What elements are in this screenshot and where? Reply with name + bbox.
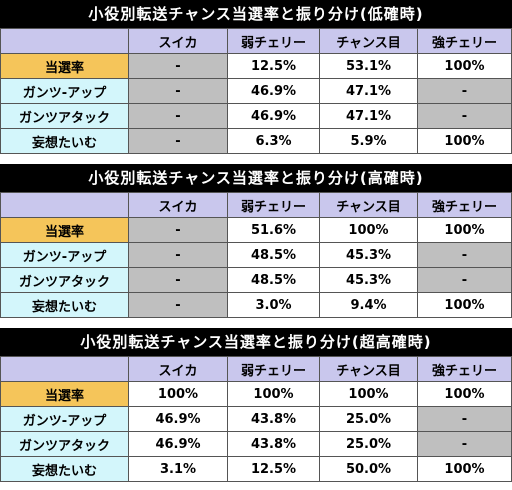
row-label: 妄想たいむ: [0, 292, 129, 318]
column-header: チャンス目: [319, 192, 418, 218]
table-cell: 100%: [319, 381, 418, 407]
table-row: ガンツアタック -48.5% 45.3% -: [0, 267, 512, 293]
table-row: 当選率 100% 100% 100% 100%: [0, 381, 512, 407]
table-cell: 51.6%: [227, 217, 320, 243]
row-label: 当選率: [0, 217, 129, 243]
table-cell: 12.5%: [227, 53, 320, 79]
table-cell: 100%: [417, 53, 512, 79]
row-label: 当選率: [0, 381, 129, 407]
table-cell: -: [417, 242, 512, 268]
rate-table: スイカ 弱チェリー チャンス目 強チェリー 当選率 -12.5% 53.1% 100% ガンツ-…: [0, 28, 512, 154]
row-label: ガンツ-アップ: [0, 242, 129, 268]
table-cell: -: [128, 78, 228, 104]
row-label: ガンツ-アップ: [0, 78, 129, 104]
header-row: スイカ 弱チェリー チャンス目 強チェリー: [0, 356, 512, 382]
row-label: 当選率: [0, 53, 129, 79]
column-header: 弱チェリー: [227, 356, 320, 382]
table-cell: 100%: [319, 217, 418, 243]
column-header: 強チェリー: [417, 28, 512, 54]
table-cell: -: [128, 217, 228, 243]
column-header: チャンス目: [319, 356, 418, 382]
table-row: ガンツ-アップ 46.9% 43.8% 25.0% -: [0, 406, 512, 432]
table-cell: 47.1%: [319, 78, 418, 104]
table-cell: 25.0%: [319, 431, 418, 457]
table-row: 妄想たいむ -3.0% 9.4% 100%: [0, 292, 512, 318]
table-block-super-high: 小役別転送チャンス当選率と振り分け(超高確時) スイカ 弱チェリー チャンス目 強チェリ…: [0, 328, 512, 482]
table-title: 小役別転送チャンス当選率と振り分け(超高確時): [0, 328, 512, 356]
column-header: スイカ: [128, 356, 228, 382]
table-cell: 47.1%: [319, 103, 418, 129]
table-cell: 100%: [417, 217, 512, 243]
header-row: スイカ 弱チェリー チャンス目 強チェリー: [0, 28, 512, 54]
table-row: 当選率 -12.5% 53.1% 100%: [0, 53, 512, 79]
table-cell: 5.9%: [319, 128, 418, 154]
table-block-high: 小役別転送チャンス当選率と振り分け(高確時) スイカ 弱チェリー チャンス目 強チェリー…: [0, 164, 512, 318]
table-title: 小役別転送チャンス当選率と振り分け(低確時): [0, 0, 512, 28]
table-cell: 45.3%: [319, 242, 418, 268]
table-cell: 48.5%: [227, 267, 320, 293]
table-cell: 3.0%: [227, 292, 320, 318]
table-cell: 46.9%: [128, 431, 228, 457]
row-label: ガンツアタック: [0, 431, 129, 457]
table-cell: 3.1%: [128, 456, 228, 482]
row-label: 妄想たいむ: [0, 456, 129, 482]
column-header: スイカ: [128, 192, 228, 218]
column-header: 強チェリー: [417, 356, 512, 382]
table-row: 妄想たいむ 3.1% 12.5% 50.0% 100%: [0, 456, 512, 482]
table-cell: 100%: [417, 128, 512, 154]
table-cell: 43.8%: [227, 406, 320, 432]
table-cell: -: [128, 267, 228, 293]
table-cell: -: [417, 103, 512, 129]
row-label: ガンツアタック: [0, 103, 129, 129]
rate-table: スイカ 弱チェリー チャンス目 強チェリー 当選率 100% 100% 100% 100% ガンツ…: [0, 356, 512, 482]
table-cell: -: [128, 103, 228, 129]
table-block-low: 小役別転送チャンス当選率と振り分け(低確時) スイカ 弱チェリー チャンス目 強チェリー…: [0, 0, 512, 154]
table-cell: 9.4%: [319, 292, 418, 318]
table-cell: -: [128, 242, 228, 268]
table-cell: -: [417, 406, 512, 432]
row-label: 妄想たいむ: [0, 128, 129, 154]
column-header: 強チェリー: [417, 192, 512, 218]
table-cell: -: [128, 128, 228, 154]
table-cell: -: [128, 292, 228, 318]
table-row: ガンツアタック -46.9% 47.1% -: [0, 103, 512, 129]
table-cell: 43.8%: [227, 431, 320, 457]
table-cell: 12.5%: [227, 456, 320, 482]
header-corner: [0, 192, 129, 218]
rate-table: スイカ 弱チェリー チャンス目 強チェリー 当選率 -51.6% 100% 100% ガンツ-ア…: [0, 192, 512, 318]
row-label: ガンツアタック: [0, 267, 129, 293]
header-corner: [0, 356, 129, 382]
table-title: 小役別転送チャンス当選率と振り分け(高確時): [0, 164, 512, 192]
table-cell: 100%: [417, 381, 512, 407]
table-row: 妄想たいむ -6.3% 5.9% 100%: [0, 128, 512, 154]
header-corner: [0, 28, 129, 54]
table-cell: 50.0%: [319, 456, 418, 482]
table-row: ガンツアタック 46.9% 43.8% 25.0% -: [0, 431, 512, 457]
table-cell: 46.9%: [227, 78, 320, 104]
column-header: 弱チェリー: [227, 28, 320, 54]
table-cell: -: [417, 431, 512, 457]
table-cell: 53.1%: [319, 53, 418, 79]
table-cell: 48.5%: [227, 242, 320, 268]
table-cell: 100%: [417, 292, 512, 318]
table-row: ガンツ-アップ -48.5% 45.3% -: [0, 242, 512, 268]
table-cell: 6.3%: [227, 128, 320, 154]
table-cell: 100%: [227, 381, 320, 407]
table-cell: 46.9%: [128, 406, 228, 432]
column-header: スイカ: [128, 28, 228, 54]
table-row: 当選率 -51.6% 100% 100%: [0, 217, 512, 243]
table-cell: -: [417, 78, 512, 104]
table-cell: 25.0%: [319, 406, 418, 432]
table-cell: 100%: [128, 381, 228, 407]
row-label: ガンツ-アップ: [0, 406, 129, 432]
table-cell: 46.9%: [227, 103, 320, 129]
column-header: 弱チェリー: [227, 192, 320, 218]
table-cell: -: [128, 53, 228, 79]
table-row: ガンツ-アップ -46.9% 47.1% -: [0, 78, 512, 104]
table-cell: -: [417, 267, 512, 293]
header-row: スイカ 弱チェリー チャンス目 強チェリー: [0, 192, 512, 218]
column-header: チャンス目: [319, 28, 418, 54]
table-cell: 100%: [417, 456, 512, 482]
table-cell: 45.3%: [319, 267, 418, 293]
